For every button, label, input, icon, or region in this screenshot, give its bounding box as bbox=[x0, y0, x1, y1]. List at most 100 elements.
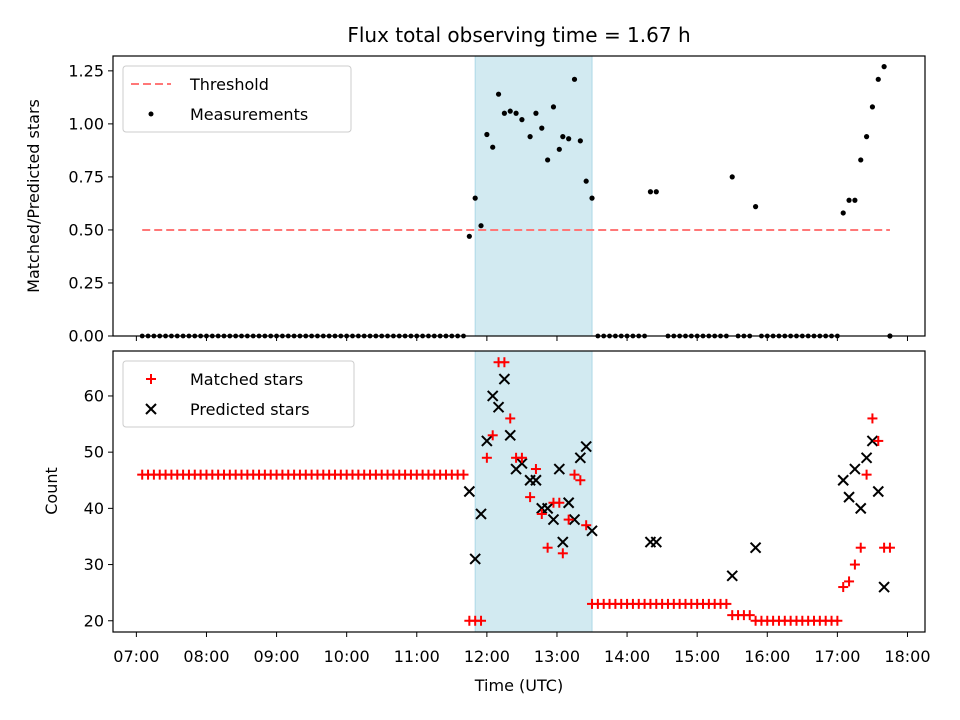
measurement-point bbox=[484, 131, 490, 138]
predicted-star-point bbox=[574, 452, 587, 464]
matched-star-point bbox=[581, 520, 592, 531]
bottom-legend: Matched stars Predicted stars bbox=[122, 360, 355, 428]
measurement-point bbox=[472, 195, 478, 201]
predicted-star-point bbox=[650, 536, 662, 548]
top-plot-frame bbox=[112, 55, 926, 337]
legend-threshold-label: Threshold bbox=[189, 75, 269, 94]
predicted-star-point bbox=[837, 474, 849, 486]
matched-star-point bbox=[873, 435, 884, 446]
bottom-plot-frame bbox=[112, 350, 926, 633]
top-y-tick-label: 0.25 bbox=[68, 273, 104, 292]
x-tick-label: 14:00 bbox=[604, 647, 650, 666]
predicted-star-point bbox=[487, 390, 499, 402]
predicted-star-point bbox=[562, 497, 575, 509]
top-y-tick-label: 0.50 bbox=[68, 220, 104, 239]
measurement-point bbox=[840, 210, 846, 216]
predicted-star-point bbox=[872, 485, 884, 498]
measurement-point bbox=[583, 178, 589, 184]
top-panel: 0.00 0.25 0.50 0.75 1.00 1.25 Matched/Predict… bbox=[24, 55, 926, 346]
legend-predicted-label: Predicted stars bbox=[190, 400, 310, 419]
measurement-point bbox=[566, 136, 572, 142]
predicted-star-point bbox=[547, 513, 560, 526]
predicted-star-point bbox=[866, 435, 879, 447]
predicted-star-point bbox=[580, 440, 592, 453]
predicted-star-point bbox=[504, 429, 516, 442]
matched-star-point bbox=[487, 430, 498, 441]
x-tick-label: 13:00 bbox=[534, 647, 580, 666]
x-tick-label: 18:00 bbox=[884, 647, 930, 666]
measurement-point bbox=[550, 104, 557, 110]
matched-star-point bbox=[884, 542, 895, 553]
predicted-star-point bbox=[855, 502, 867, 515]
bottom-panel: 20 30 40 50 60 07:00 08:00 09:00 10:00 11:00 12:00… bbox=[42, 350, 931, 695]
predicted-star-point bbox=[463, 485, 476, 498]
bottom-y-tick-label: 60 bbox=[84, 386, 104, 405]
matched-star-point bbox=[554, 497, 565, 508]
predicted-star-point bbox=[849, 463, 861, 475]
legend-measurements-label: Measurements bbox=[190, 105, 308, 124]
bottom-highlight-band bbox=[474, 350, 593, 633]
top-y-tick-label: 1.00 bbox=[68, 114, 104, 133]
predicted-star-point bbox=[557, 536, 569, 548]
measurement-point bbox=[571, 76, 578, 82]
predicted-star-point bbox=[530, 474, 542, 486]
measurement-point bbox=[653, 189, 659, 195]
matched-star-point bbox=[530, 464, 541, 475]
measurement-point bbox=[560, 134, 566, 140]
measurement-point bbox=[490, 144, 496, 150]
predicted-star-point bbox=[516, 457, 528, 470]
matched-star-point bbox=[744, 610, 755, 621]
top-y-tick-label: 0.00 bbox=[68, 327, 104, 346]
bottom-y-tick-label: 50 bbox=[84, 443, 104, 462]
matched-star-point bbox=[505, 413, 516, 424]
measurement-point bbox=[545, 157, 551, 163]
x-tick-label: 15:00 bbox=[674, 647, 720, 666]
measurement-point bbox=[858, 157, 864, 163]
measurement-point bbox=[556, 146, 562, 152]
measurement-point bbox=[863, 134, 870, 140]
measurement-point bbox=[589, 195, 595, 201]
matched-star-point bbox=[563, 514, 574, 525]
predicted-star-point bbox=[843, 491, 855, 503]
measurement-point bbox=[846, 197, 852, 203]
top-y-tick-label: 0.75 bbox=[68, 167, 104, 186]
measurement-point bbox=[539, 125, 545, 131]
legend-measurements-swatch bbox=[148, 111, 154, 117]
legend-matched-label: Matched stars bbox=[190, 370, 303, 389]
matched-star-point bbox=[855, 542, 866, 553]
x-tick-label: 11:00 bbox=[394, 647, 440, 666]
matched-star-point bbox=[849, 559, 860, 570]
measurement-point bbox=[466, 233, 472, 239]
x-tick-label: 12:00 bbox=[464, 647, 510, 666]
matched-star-point bbox=[838, 582, 849, 593]
measurement-point bbox=[478, 223, 484, 229]
predicted-star-point bbox=[498, 373, 511, 385]
measurement-point bbox=[495, 91, 502, 97]
measurement-point bbox=[527, 134, 533, 140]
matched-star-point bbox=[536, 508, 547, 519]
top-legend: Threshold Measurements bbox=[122, 65, 352, 133]
predicted-star-point bbox=[749, 541, 762, 554]
matched-star-point bbox=[557, 548, 568, 559]
matched-star-point bbox=[476, 615, 487, 626]
predicted-star-point bbox=[469, 553, 481, 565]
matched-star-point bbox=[569, 469, 580, 480]
x-tick-label: 10:00 bbox=[324, 647, 370, 666]
chart-title: Flux total observing time = 1.67 h bbox=[347, 23, 690, 47]
predicted-star-point bbox=[481, 435, 493, 447]
matched-star-point bbox=[525, 492, 536, 503]
x-tick-label: 07:00 bbox=[113, 647, 159, 666]
predicted-star-point bbox=[726, 570, 738, 582]
matched-star-point bbox=[844, 576, 855, 587]
predicted-star-point bbox=[553, 463, 566, 475]
matched-star-point bbox=[516, 452, 527, 463]
x-tick-label: 17:00 bbox=[814, 647, 860, 666]
measurement-point bbox=[881, 64, 887, 70]
measurement-point bbox=[869, 104, 876, 110]
bottom-y-axis-label: Count bbox=[42, 467, 61, 515]
top-y-tick-label: 1.25 bbox=[68, 61, 104, 80]
predicted-star-point bbox=[568, 513, 581, 526]
matched-star-point bbox=[861, 469, 872, 480]
measurement-point bbox=[507, 108, 513, 114]
top-highlight-band bbox=[474, 55, 593, 337]
